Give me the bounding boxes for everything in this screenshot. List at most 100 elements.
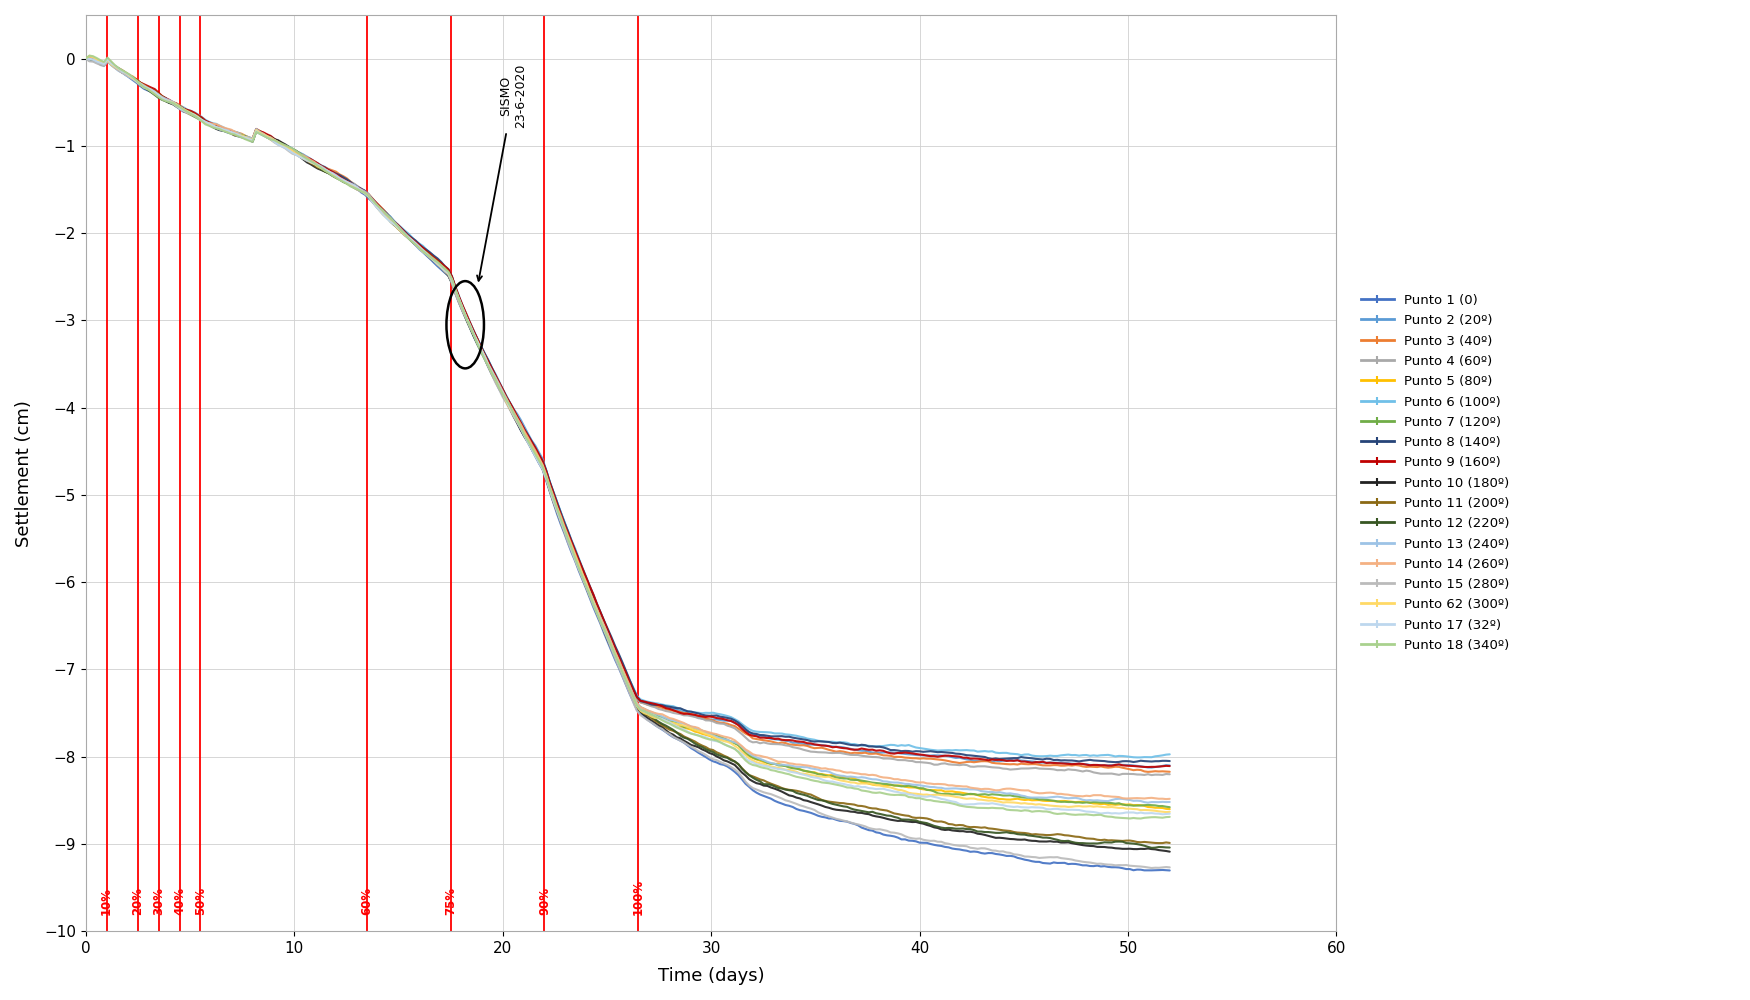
Punto 5 (80º) xyxy=(82,52,103,64)
Punto 1 (0) xyxy=(1158,864,1180,876)
Text: SISMO
23-6-2020: SISMO 23-6-2020 xyxy=(478,64,527,281)
Punto 14 (260º) xyxy=(992,783,1013,795)
Punto 7 (120º) xyxy=(82,51,103,63)
Punto 12 (220º) xyxy=(718,752,738,764)
Line: Punto 6 (100º): Punto 6 (100º) xyxy=(86,59,1169,757)
Punto 13 (240º) xyxy=(1138,797,1158,809)
Punto 62 (300º) xyxy=(1155,806,1176,818)
Punto 12 (220º) xyxy=(738,769,760,781)
Punto 62 (300º) xyxy=(82,51,103,63)
Punto 17 (32º) xyxy=(1057,804,1078,816)
Text: 60%: 60% xyxy=(360,887,374,915)
Punto 12 (220º) xyxy=(1057,835,1078,847)
Punto 11 (200º) xyxy=(1148,837,1169,849)
Punto 7 (120º) xyxy=(742,751,763,763)
Punto 3 (40º) xyxy=(75,53,96,65)
Punto 4 (60º) xyxy=(718,720,738,732)
Punto 12 (220º) xyxy=(721,754,742,766)
Punto 4 (60º) xyxy=(721,721,742,733)
Line: Punto 11 (200º): Punto 11 (200º) xyxy=(86,58,1169,843)
Punto 13 (240º) xyxy=(75,53,96,65)
Punto 2 (20º) xyxy=(75,53,96,65)
Punto 3 (40º) xyxy=(718,718,738,730)
Punto 15 (280º) xyxy=(79,55,100,67)
Punto 3 (40º) xyxy=(1158,766,1180,778)
Punto 4 (60º) xyxy=(75,53,96,65)
Punto 1 (0) xyxy=(742,784,763,796)
Text: 90%: 90% xyxy=(537,887,551,915)
Punto 8 (140º) xyxy=(1104,756,1125,768)
Line: Punto 3 (40º): Punto 3 (40º) xyxy=(86,59,1169,772)
Punto 18 (340º) xyxy=(724,743,746,755)
Punto 9 (160º) xyxy=(75,53,96,65)
Line: Punto 15 (280º): Punto 15 (280º) xyxy=(86,59,1169,868)
Punto 62 (300º) xyxy=(992,797,1013,809)
Punto 12 (220º) xyxy=(1158,842,1180,854)
Punto 9 (160º) xyxy=(724,717,746,729)
Line: Punto 8 (140º): Punto 8 (140º) xyxy=(86,59,1169,762)
Punto 2 (20º) xyxy=(79,55,100,67)
Punto 10 (180º) xyxy=(1057,836,1078,848)
Line: Punto 10 (180º): Punto 10 (180º) xyxy=(86,59,1169,852)
Line: Punto 18 (340º): Punto 18 (340º) xyxy=(86,56,1169,819)
Punto 4 (60º) xyxy=(1158,768,1180,780)
Punto 8 (140º) xyxy=(1158,755,1180,767)
Line: Punto 17 (32º): Punto 17 (32º) xyxy=(86,59,1169,814)
Punto 6 (100º) xyxy=(738,723,760,735)
Punto 3 (40º) xyxy=(1057,759,1078,771)
Punto 8 (140º) xyxy=(75,53,96,65)
Punto 11 (200º) xyxy=(79,52,100,64)
Punto 14 (260º) xyxy=(724,734,746,746)
Punto 10 (180º) xyxy=(79,53,100,65)
Punto 6 (100º) xyxy=(989,747,1010,759)
Punto 18 (340º) xyxy=(1060,809,1082,821)
Punto 15 (280º) xyxy=(1158,861,1180,873)
Punto 4 (60º) xyxy=(738,735,760,747)
Punto 62 (300º) xyxy=(742,754,763,766)
Punto 13 (240º) xyxy=(721,735,742,747)
Punto 18 (340º) xyxy=(1130,813,1152,825)
Punto 62 (300º) xyxy=(79,50,100,62)
Punto 5 (80º) xyxy=(1060,796,1082,808)
Punto 7 (120º) xyxy=(75,53,96,65)
Punto 10 (180º) xyxy=(738,773,760,785)
Punto 6 (100º) xyxy=(1127,751,1148,763)
Punto 13 (240º) xyxy=(1060,792,1082,804)
Punto 5 (80º) xyxy=(75,53,96,65)
Punto 3 (40º) xyxy=(989,757,1010,769)
Punto 7 (120º) xyxy=(724,737,746,749)
Punto 4 (60º) xyxy=(989,762,1010,774)
Punto 62 (300º) xyxy=(721,737,742,749)
Line: Punto 62 (300º): Punto 62 (300º) xyxy=(86,56,1169,812)
Text: 30%: 30% xyxy=(152,887,164,915)
Punto 11 (200º) xyxy=(75,53,96,65)
Punto 9 (160º) xyxy=(79,52,100,64)
Punto 13 (240º) xyxy=(79,53,100,65)
Punto 1 (0) xyxy=(79,52,100,64)
Punto 3 (40º) xyxy=(79,54,100,66)
Punto 3 (40º) xyxy=(738,729,760,741)
Punto 14 (260º) xyxy=(1155,793,1176,805)
Punto 1 (0) xyxy=(721,763,742,775)
Punto 10 (180º) xyxy=(718,755,738,767)
Punto 4 (60º) xyxy=(79,55,100,67)
Punto 14 (260º) xyxy=(721,732,742,744)
Punto 8 (140º) xyxy=(721,713,742,725)
Punto 1 (0) xyxy=(724,766,746,778)
Punto 14 (260º) xyxy=(1158,793,1180,805)
Punto 5 (80º) xyxy=(79,52,100,64)
Punto 11 (200º) xyxy=(992,824,1013,836)
Punto 6 (100º) xyxy=(75,53,96,65)
Punto 6 (100º) xyxy=(79,54,100,66)
Punto 12 (220º) xyxy=(79,53,100,65)
Punto 18 (340º) xyxy=(82,50,103,62)
Punto 62 (300º) xyxy=(1060,801,1082,813)
Punto 15 (280º) xyxy=(721,761,742,773)
Punto 6 (100º) xyxy=(1158,748,1180,760)
Punto 17 (32º) xyxy=(989,799,1010,811)
Punto 8 (140º) xyxy=(989,753,1010,765)
Legend: Punto 1 (0), Punto 2 (20º), Punto 3 (40º), Punto 4 (60º), Punto 5 (80º), Punto 6: Punto 1 (0), Punto 2 (20º), Punto 3 (40º… xyxy=(1356,289,1516,657)
Text: 10%: 10% xyxy=(100,887,114,915)
Punto 11 (200º) xyxy=(742,770,763,782)
Line: Punto 9 (160º): Punto 9 (160º) xyxy=(86,58,1169,767)
